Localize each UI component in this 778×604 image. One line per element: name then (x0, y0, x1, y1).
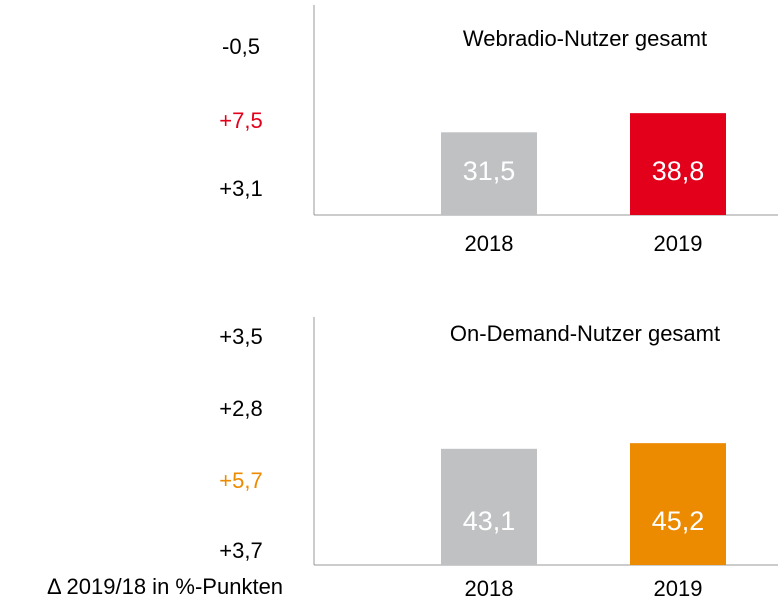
value-label: 31,5 (463, 156, 516, 186)
value-label: 45,2 (652, 506, 705, 536)
delta-label: -0,5 (222, 34, 260, 59)
x-tick-label: 2018 (465, 231, 514, 256)
x-tick-label: 2019 (654, 576, 703, 601)
x-tick-label: 2018 (465, 576, 514, 601)
delta-label: +3,7 (219, 538, 262, 563)
bar (441, 132, 537, 215)
delta-label: +2,8 (219, 396, 262, 421)
panel-title: On-Demand-Nutzer gesamt (450, 321, 720, 346)
bar (630, 443, 726, 565)
footnote: Δ 2019/18 in %-Punkten (47, 574, 283, 599)
value-label: 38,8 (652, 156, 705, 186)
x-tick-label: 2019 (654, 231, 703, 256)
delta-label: +5,7 (219, 468, 262, 493)
panel-title: Webradio-Nutzer gesamt (463, 26, 707, 51)
bar (441, 448, 537, 565)
value-label: 43,1 (463, 506, 516, 536)
delta-label: +3,5 (219, 324, 262, 349)
bar (630, 113, 726, 215)
delta-label: +3,1 (219, 176, 262, 201)
delta-label: +7,5 (219, 108, 262, 133)
